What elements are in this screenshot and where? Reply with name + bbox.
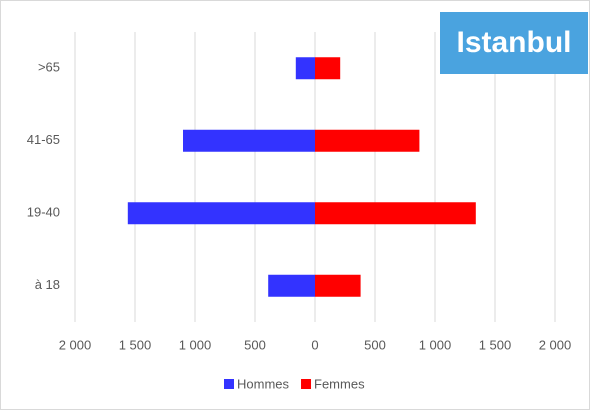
y-tick-label: >65 [38, 60, 60, 75]
title-box [440, 12, 588, 74]
y-tick-label: 19-40 [27, 205, 60, 220]
x-tick-label: 0 [311, 337, 318, 352]
bar [183, 129, 315, 152]
x-tick-label: 1 000 [179, 337, 212, 352]
x-tick-label: 500 [244, 337, 266, 352]
legend-label: Hommes [237, 376, 290, 391]
x-tick-label: 2 000 [59, 337, 92, 352]
y-tick-label: 41-65 [27, 132, 60, 147]
bar [315, 202, 476, 225]
bar [315, 274, 361, 297]
bar [127, 202, 315, 225]
bar [268, 274, 315, 297]
legend-swatch [301, 379, 312, 389]
y-tick-label: à 18 [35, 277, 60, 292]
chart-title: Istanbul [456, 26, 571, 59]
x-tick-label: 1 500 [479, 337, 512, 352]
legend-swatch [224, 379, 234, 389]
legend-label: Femmes [314, 376, 365, 391]
bar [295, 57, 315, 80]
x-tick-label: 1 000 [419, 337, 452, 352]
bar [315, 129, 420, 152]
x-tick-label: 1 500 [119, 337, 152, 352]
bar [315, 57, 341, 80]
x-tick-label: 2 000 [539, 337, 572, 352]
x-tick-label: 500 [364, 337, 386, 352]
